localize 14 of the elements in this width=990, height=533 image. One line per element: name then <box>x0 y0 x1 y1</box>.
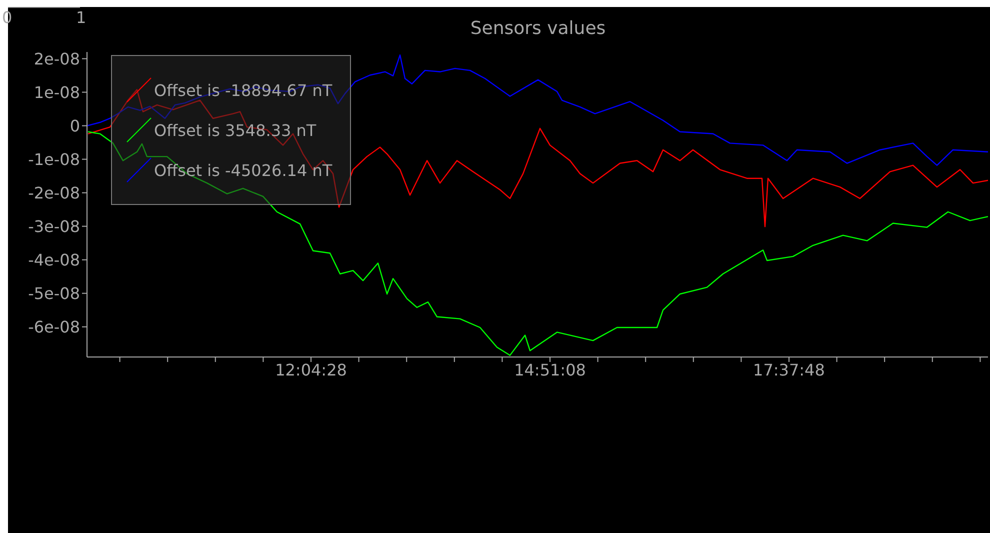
text: 1 <box>76 8 86 27</box>
y-tick-label: -5e-08 <box>28 284 80 303</box>
y-tick-label: -2e-08 <box>28 183 80 202</box>
x-tick-label: 17:37:48 <box>753 360 825 380</box>
y-tick-label: -3e-08 <box>28 216 80 236</box>
y-tick-label: 0 <box>70 116 80 136</box>
y-tick-label: -4e-08 <box>28 250 80 270</box>
x-tick-label: 12:04:28 <box>275 360 347 380</box>
y-tick-label: -1e-08 <box>28 150 80 169</box>
y-tick-label: 1e-08 <box>34 82 80 102</box>
x-tick-label: 14:51:08 <box>514 360 586 380</box>
y-tick-label: 2e-08 <box>34 49 80 68</box>
chart-title: Sensors values <box>469 18 607 39</box>
y-tick-label: -6e-08 <box>28 318 80 337</box>
